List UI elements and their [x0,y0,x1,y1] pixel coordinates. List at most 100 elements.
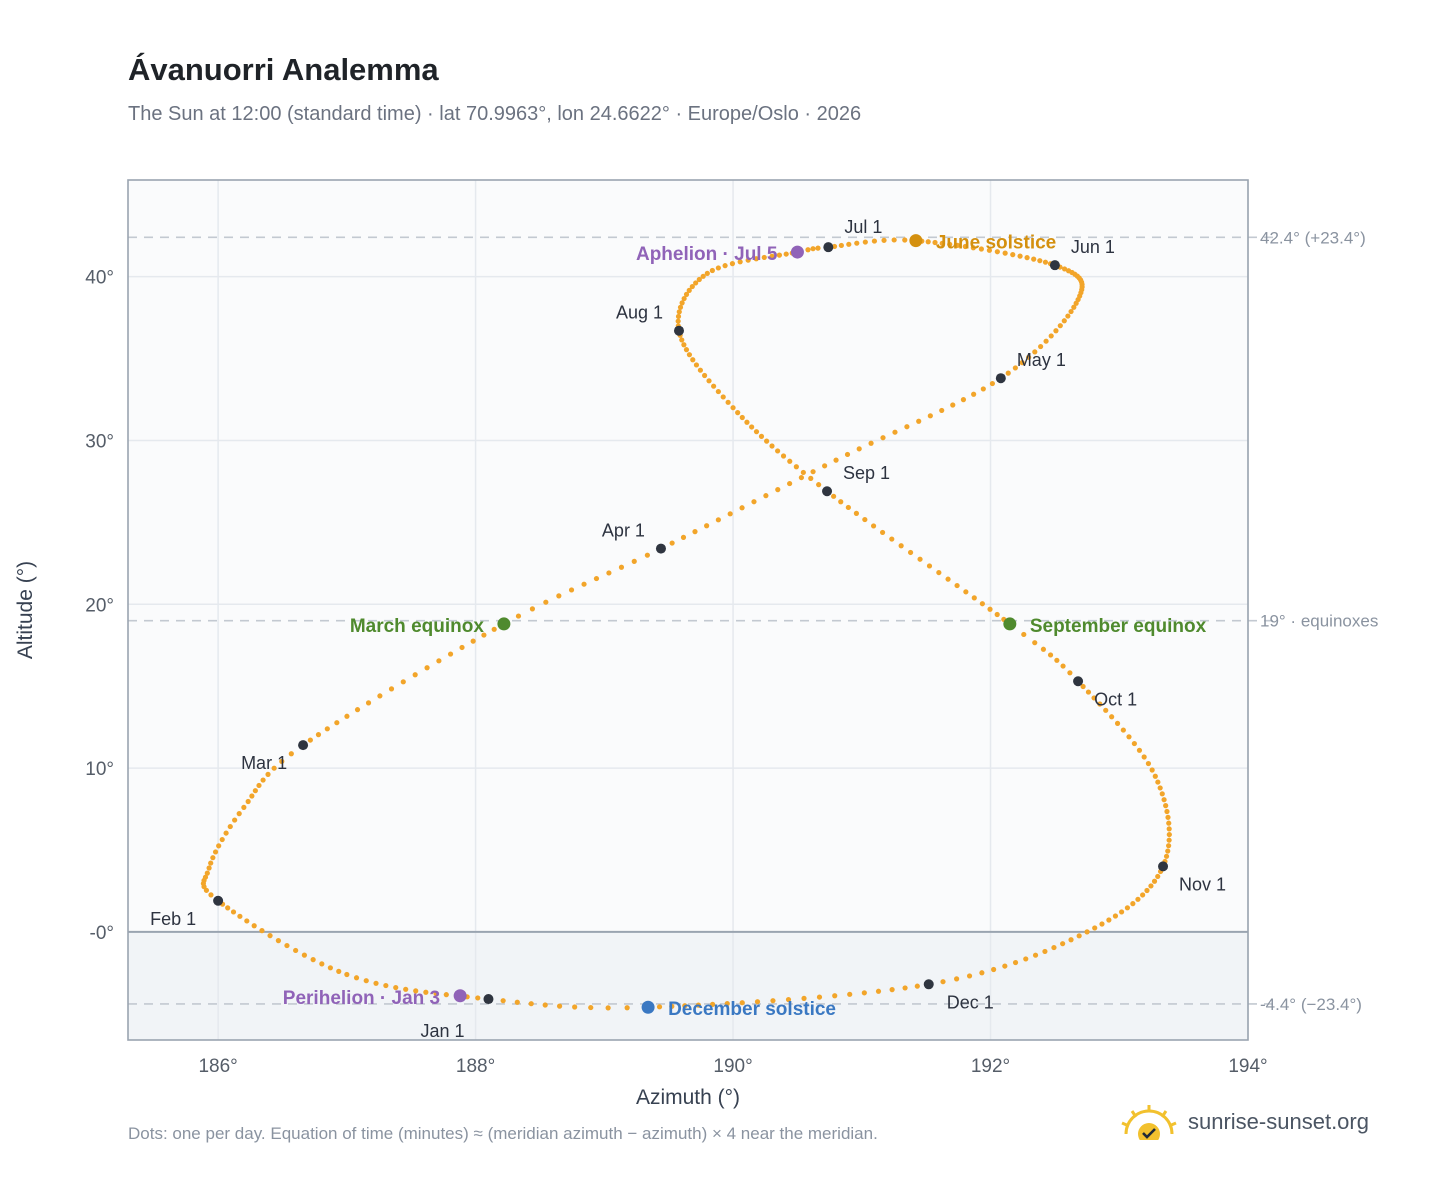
daily-sun-dot [403,986,409,992]
daily-sun-dot [1097,701,1103,707]
daily-sun-dot [1048,333,1054,339]
daily-sun-dot [216,843,222,849]
daily-sun-dot [735,410,741,416]
month-marker [213,895,224,906]
daily-sun-dot [208,860,214,866]
daily-sun-dot [902,985,908,991]
daily-sun-dot [871,238,878,244]
daily-sun-dot [704,523,710,529]
daily-sun-dot [1140,892,1146,898]
daily-sun-dot [800,469,806,476]
daily-sun-dot [1024,255,1030,261]
daily-sun-dot [764,438,770,444]
daily-sun-dot [1021,631,1027,638]
daily-sun-dot [1099,921,1105,927]
daily-sun-dot [739,1000,745,1006]
daily-sun-dot [987,606,993,612]
daily-sun-dot [232,817,238,823]
daily-sun-dot [572,1004,578,1010]
daily-sun-dot [1042,948,1048,955]
daily-sun-dot [241,804,247,810]
daily-sun-dot [1060,663,1066,669]
daily-sun-dot [891,237,897,243]
daily-sun-dot [801,995,807,1001]
brand-logo: sunrise-sunset.org [1120,1102,1369,1142]
daily-sun-dot [744,419,750,425]
daily-sun-dot [729,261,736,267]
month-marker [1073,676,1084,687]
daily-sun-dot [861,990,867,996]
daily-sun-dot [816,994,823,1000]
daily-sun-dot [319,961,325,967]
plot-frame [127,179,1249,1041]
daily-sun-dot [529,606,536,612]
daily-sun-dot [288,751,294,757]
daily-sun-dot [692,529,698,535]
month-label: Sep 1 [843,463,890,483]
daily-sun-dot [954,582,960,589]
daily-sun-dot [730,405,736,411]
daily-sun-dot [1157,785,1163,791]
daily-sun-dot [1038,343,1044,350]
daily-sun-dot [1032,349,1038,355]
daily-sun-dot [436,658,442,664]
daily-sun-dot [433,990,439,997]
daily-sun-dot [412,672,418,678]
daily-sun-dot [862,239,868,245]
daily-sun-dot [1040,646,1047,652]
daily-sun-dot [879,529,886,536]
daily-sun-dot [831,493,837,499]
daily-sun-dot [749,424,755,430]
daily-sun-dot [1119,909,1125,915]
daily-sun-dot [354,707,361,713]
daily-sun-dot [739,505,745,511]
daily-sun-dot [936,569,942,576]
daily-sun-dot [1061,266,1068,272]
daily-sun-dot [775,448,781,454]
daily-sun-dot [475,995,481,1001]
daily-sun-dot [793,464,799,470]
daily-sun-dot [815,245,821,251]
daily-sun-dot [383,982,389,989]
daily-sun-dot [854,240,860,246]
daily-sun-dot [373,980,379,986]
daily-sun-dot [720,394,726,400]
daily-sun-dot [810,469,816,475]
daily-sun-dot [926,563,933,569]
daily-sun-dot [822,463,828,469]
daily-sun-dot [696,276,702,283]
daily-sun-dot [991,966,997,973]
daily-sun-dot [1071,304,1077,310]
event-marker [453,989,467,1003]
daily-sun-dot [267,933,273,939]
daily-sun-dot [1155,779,1161,785]
daily-sun-dot [770,998,776,1004]
daily-sun-dot [1106,917,1112,923]
daily-sun-dot [939,407,945,414]
daily-sun-dot [1043,338,1049,344]
daily-sun-dot [219,836,225,843]
daily-sun-dot [693,280,699,286]
daily-sun-dot [916,418,922,424]
y-tick-label: 20° [85,595,114,616]
plot-area [128,180,1248,1040]
month-marker [483,994,494,1005]
event-label: Aphelion · Jul 5 [636,244,778,265]
daily-sun-dot [202,874,209,880]
daily-sun-dot [618,564,625,570]
daily-sun-dot [279,758,285,764]
month-label: Feb 1 [150,909,196,929]
daily-sun-dot [798,474,805,481]
daily-sun-dot [939,240,945,246]
daily-sun-dot [1166,820,1172,826]
month-label: Mar 1 [241,753,287,773]
daily-sun-dot [344,713,350,719]
month-marker [1158,861,1169,872]
daily-sun-dot [1060,941,1066,947]
daily-sun-dot [393,984,399,991]
daily-sun-dot [940,979,946,985]
y-tick-label: 40° [85,268,114,289]
daily-sun-dot [327,965,333,971]
daily-sun-dot [1141,754,1147,760]
y-tick-label: 30° [85,431,114,452]
